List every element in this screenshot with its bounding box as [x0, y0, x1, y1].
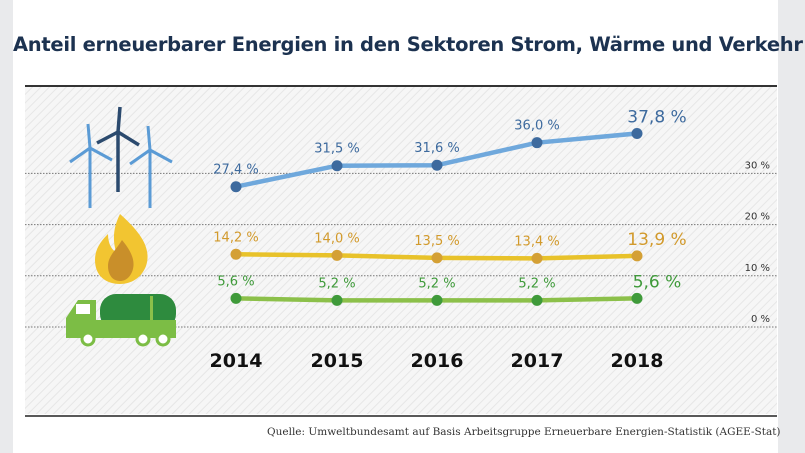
chart-title: Anteil erneuerbarer Energien in den Sekt… [13, 33, 803, 56]
data-label: 5,2 % [418, 276, 455, 291]
data-point [531, 252, 543, 264]
x-tick-label: 2015 [311, 350, 364, 372]
data-point [230, 248, 242, 260]
data-point [631, 127, 643, 139]
data-label: 13,9 % [627, 230, 686, 250]
data-label: 13,5 % [414, 234, 459, 249]
data-label: 31,6 % [414, 141, 459, 156]
data-point [230, 181, 242, 193]
data-label: 5,2 % [518, 276, 555, 291]
data-point [431, 252, 443, 264]
data-point [431, 159, 443, 171]
data-label: 5,6 % [217, 274, 254, 289]
data-point [431, 294, 443, 306]
data-point [531, 137, 543, 149]
data-label: 36,0 % [514, 119, 559, 134]
data-label: 37,8 % [627, 107, 686, 127]
x-tick-label: 2014 [210, 350, 263, 372]
source-note: Quelle: Umweltbundesamt auf Basis Arbeit… [267, 426, 781, 438]
data-point [331, 249, 343, 261]
x-tick-label: 2017 [511, 350, 564, 372]
x-tick-label: 2018 [611, 350, 664, 372]
data-label: 5,6 % [633, 272, 682, 292]
data-point [230, 292, 242, 304]
data-label: 13,4 % [514, 234, 559, 249]
data-point [631, 250, 643, 262]
data-point [531, 294, 543, 306]
data-point [331, 294, 343, 306]
y-tick-label: 30 % [745, 160, 770, 171]
data-label: 5,2 % [318, 276, 355, 291]
x-tick-label: 2016 [411, 350, 464, 372]
data-point [331, 160, 343, 172]
data-label: 31,5 % [314, 142, 359, 157]
flame-icon [95, 214, 148, 284]
y-tick-label: 10 % [745, 263, 770, 274]
data-label: 14,2 % [213, 230, 258, 245]
y-tick-label: 20 % [745, 212, 770, 223]
tanker-truck-icon [66, 294, 176, 347]
data-label: 14,0 % [314, 231, 359, 246]
wind-turbines-icon [69, 106, 173, 208]
y-tick-label: 0 % [751, 314, 770, 325]
data-label: 27,4 % [213, 163, 258, 178]
data-point [631, 292, 643, 304]
